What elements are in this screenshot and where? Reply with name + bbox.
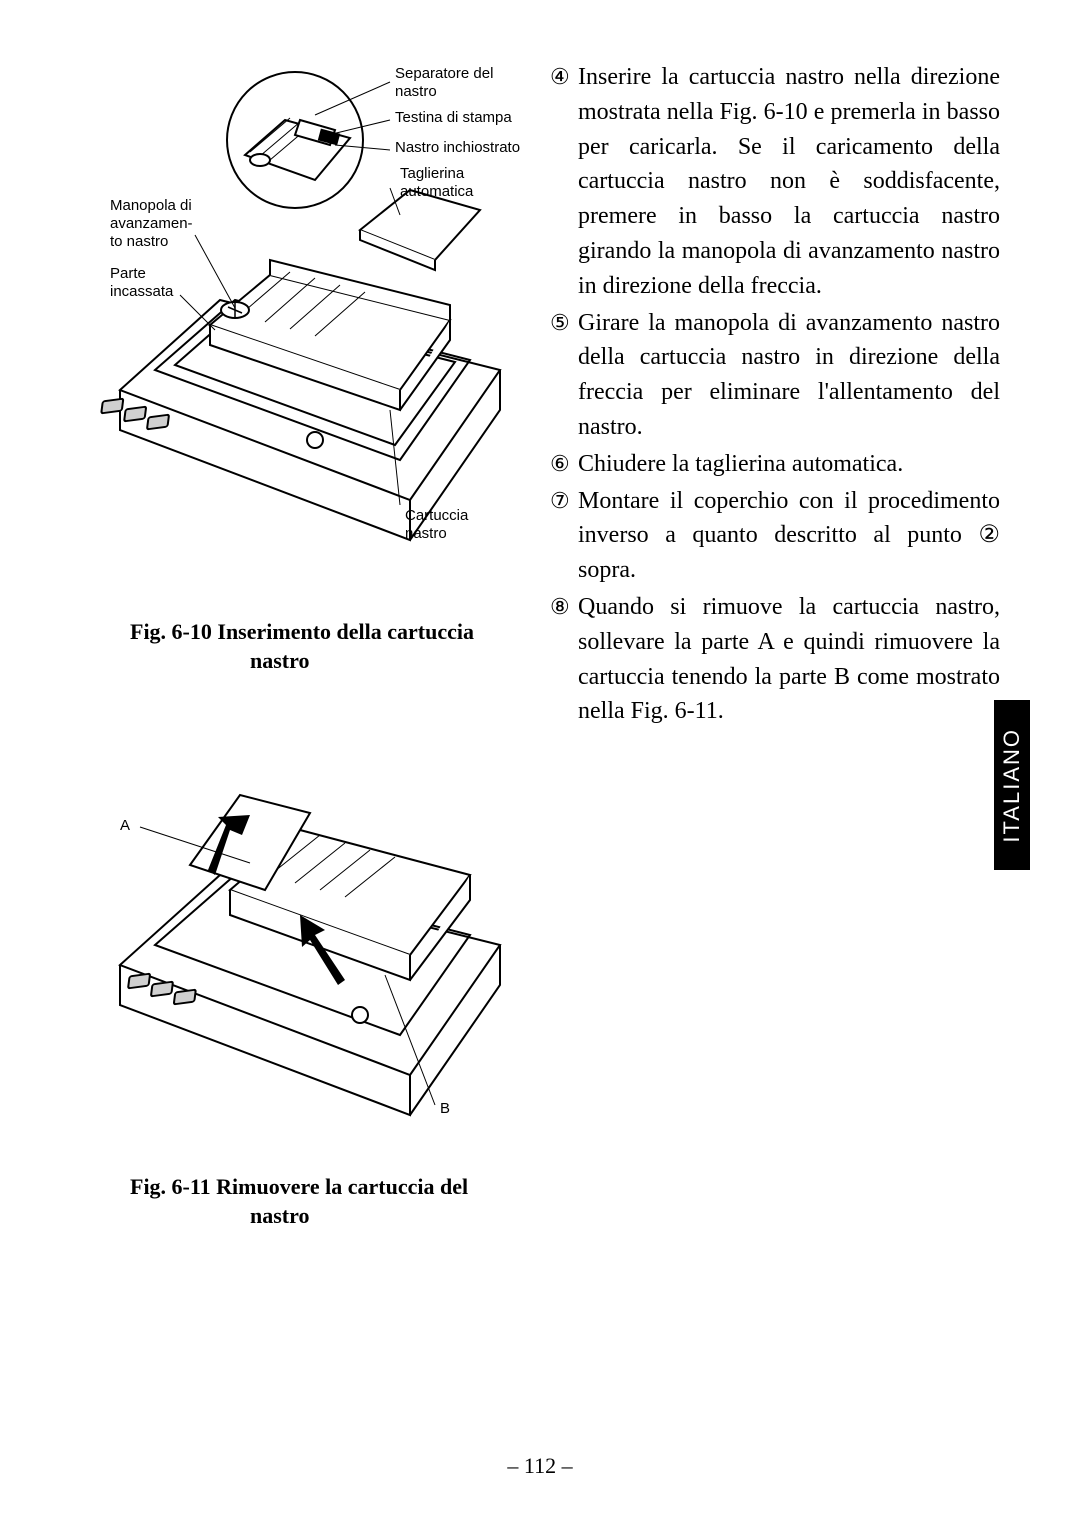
figure-6-10: Separatore del nastro Testina di stampa … — [100, 60, 520, 675]
instruction-8: ⑧ Quando si rimuove la cartuccia nastro,… — [550, 590, 1000, 729]
label-b: B — [440, 1100, 450, 1117]
instruction-6: ⑥ Chiudere la taglierina automatica. — [550, 447, 1000, 482]
label-separatore-2: nastro — [395, 83, 437, 100]
label-parte-1: Parte — [110, 265, 146, 282]
instruction-list: ④ Inserire la cartuccia nastro nella dir… — [550, 60, 1000, 729]
label-a: A — [120, 817, 130, 834]
instruction-8-text: Quando si rimuove la cartuccia nastro, s… — [578, 590, 1000, 729]
label-parte-2: incassata — [110, 283, 174, 300]
figure-6-10-caption-line2: nastro — [130, 647, 520, 676]
left-column: Separatore del nastro Testina di stampa … — [100, 60, 520, 1270]
instruction-4: ④ Inserire la cartuccia nastro nella dir… — [550, 60, 1000, 304]
circled-2-inline: ② — [978, 522, 1000, 548]
right-column: ④ Inserire la cartuccia nastro nella dir… — [550, 60, 1000, 1270]
figure-6-11: A B Fig. 6-11 Rimuovere la cartuccia del… — [100, 735, 520, 1230]
instruction-7-text: Montare il coperchio con il procedimento… — [578, 484, 1000, 588]
circled-6: ⑥ — [550, 447, 578, 482]
figure-6-10-caption-line1: Fig. 6-10 Inserimento della cartuccia — [130, 618, 520, 647]
instruction-7: ⑦ Montare il coperchio con il procedimen… — [550, 484, 1000, 588]
figure-6-11-caption: Fig. 6-11 Rimuovere la cartuccia del nas… — [100, 1173, 520, 1230]
figure-6-11-svg: A B — [100, 735, 520, 1155]
label-cartuccia-2: nastro — [405, 525, 447, 542]
label-taglierina-1: Taglierina — [400, 165, 465, 182]
circled-4: ④ — [550, 60, 578, 304]
language-tab-text: ITALIANO — [999, 728, 1025, 843]
figure-6-11-caption-line2: nastro — [130, 1202, 520, 1231]
instruction-7-text-a: Montare il coperchio con il procedimento… — [578, 488, 1000, 549]
label-manopola-1: Manopola di — [110, 197, 192, 214]
instruction-5-text: Girare la manopola di avanzamento nastro… — [578, 306, 1000, 445]
language-tab: ITALIANO — [994, 700, 1030, 870]
instruction-4-text: Inserire la cartuccia nastro nella direz… — [578, 60, 1000, 304]
circled-8: ⑧ — [550, 590, 578, 729]
label-inchiostrato: Nastro inchiostrato — [395, 139, 520, 156]
label-taglierina-2: automatica — [400, 183, 474, 200]
label-cartuccia-1: Cartuccia — [405, 507, 469, 524]
label-separatore-1: Separatore del — [395, 65, 493, 82]
label-testina: Testina di stampa — [395, 109, 512, 126]
figure-6-10-caption: Fig. 6-10 Inserimento della cartuccia na… — [100, 618, 520, 675]
label-manopola-2: avanzamen- — [110, 215, 193, 232]
circled-5: ⑤ — [550, 306, 578, 445]
circled-7: ⑦ — [550, 484, 578, 588]
label-manopola-3: to nastro — [110, 233, 168, 250]
instruction-7-text-b: sopra. — [578, 557, 636, 583]
figure-6-11-caption-line1: Fig. 6-11 Rimuovere la cartuccia del — [130, 1173, 520, 1202]
instruction-6-text: Chiudere la taglierina automatica. — [578, 447, 1000, 482]
instruction-5: ⑤ Girare la manopola di avanzamento nast… — [550, 306, 1000, 445]
figure-6-10-svg: Separatore del nastro Testina di stampa … — [100, 60, 520, 600]
page-number: – 112 – — [0, 1453, 1080, 1479]
